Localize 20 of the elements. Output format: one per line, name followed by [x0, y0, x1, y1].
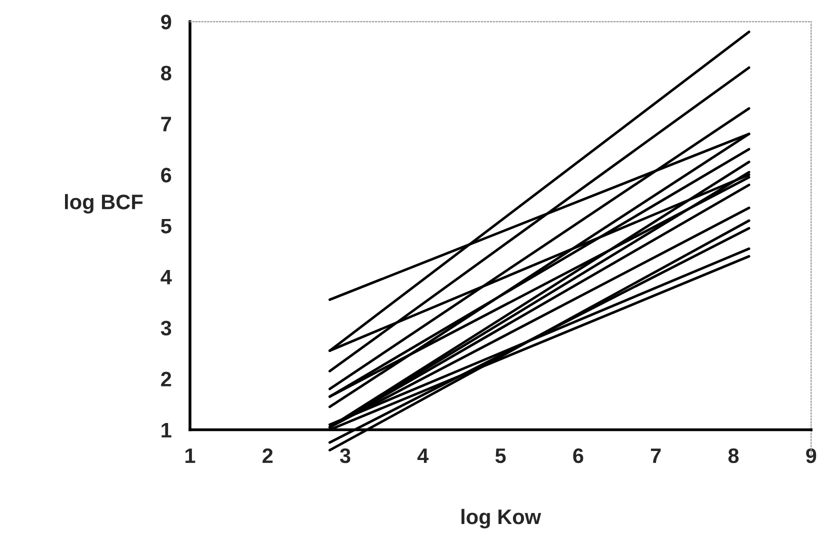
x-tick-label: 7: [650, 448, 661, 463]
x-tick-label: 4: [417, 448, 429, 463]
y-tick-label: 7: [161, 116, 172, 132]
x-tick-label: 2: [262, 448, 273, 463]
y-tick-label: 5: [160, 218, 172, 234]
y-tick-label: 3: [160, 320, 172, 336]
x-tick-label: 3: [340, 448, 350, 464]
y-tick-label: 6: [161, 168, 172, 182]
x-tick-label: 5: [495, 448, 506, 464]
y-tick-label: 8: [161, 66, 172, 80]
x-tick-label: 1: [186, 448, 196, 463]
y-tick-label: 9: [161, 14, 172, 30]
y-tick-label: 2: [161, 372, 172, 386]
y-tick-label: 1: [162, 422, 172, 438]
x-tick-label: 6: [573, 448, 584, 464]
x-axis-title: log Kow: [462, 508, 542, 528]
y-axis-title: log BCF: [65, 194, 143, 214]
x-tick-label: 9: [806, 448, 816, 464]
x-tick-label: 8: [728, 448, 739, 464]
y-tick-label: 4: [160, 270, 172, 284]
